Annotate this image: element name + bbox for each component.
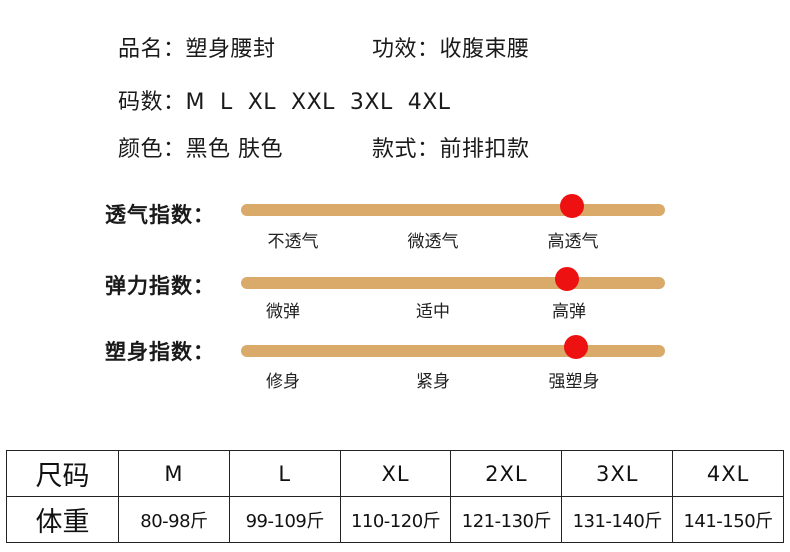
size-cell: 2XL	[450, 450, 563, 497]
elasticity-tick-mid: 适中	[416, 302, 450, 322]
elasticity-marker	[555, 267, 580, 291]
color-value: 黑色 肤色	[185, 137, 284, 162]
size-cell: XL	[339, 450, 452, 497]
product-name-value: 塑身腰封	[185, 37, 276, 62]
sizes-label: 码数：	[118, 90, 186, 115]
size-cell: 4XL	[672, 450, 784, 497]
breathability-tick-low: 不透气	[267, 232, 319, 252]
weight-cell: 141-150斤	[672, 496, 784, 543]
weight-cell: 99-109斤	[228, 496, 341, 543]
weight-header: 体重	[6, 496, 119, 543]
elasticity-track	[241, 277, 665, 289]
color-label: 颜色：	[118, 137, 186, 162]
elasticity-tick-low: 微弹	[266, 302, 300, 322]
shaping-label: 塑身指数：	[105, 340, 215, 364]
product-name-line: 品名：塑身腰封	[118, 31, 276, 63]
product-function-line: 功效：收腹束腰	[372, 31, 530, 63]
shaping-tick-low: 修身	[266, 372, 300, 392]
breathability-tick-mid: 微透气	[407, 232, 459, 252]
weight-row: 体重 80-98斤 99-109斤 110-120斤 121-130斤 131-…	[6, 496, 784, 543]
weight-cell: 131-140斤	[561, 496, 674, 543]
function-value: 收腹束腰	[439, 37, 530, 62]
size-cell: M	[118, 450, 230, 497]
weight-cell: 110-120斤	[339, 496, 452, 543]
style-value: 前排扣款	[439, 137, 530, 162]
product-name-label: 品名：	[118, 37, 186, 62]
weight-cell: 80-98斤	[118, 496, 230, 543]
shaping-tick-high: 强塑身	[548, 372, 600, 392]
size-chart-table: 尺码 M L XL 2XL 3XL 4XL 体重 80-98斤 99-109斤 …	[6, 450, 784, 543]
elasticity-tick-high: 高弹	[552, 302, 586, 322]
elasticity-label: 弹力指数：	[105, 274, 215, 298]
breathability-label: 透气指数：	[105, 203, 215, 227]
size-header: 尺码	[6, 450, 119, 497]
sizes-value: M L XL XXL 3XL 4XL	[185, 90, 451, 115]
weight-cell: 121-130斤	[450, 496, 563, 543]
shaping-tick-mid: 紧身	[416, 372, 450, 392]
size-row: 尺码 M L XL 2XL 3XL 4XL	[6, 450, 784, 497]
size-cell: L	[228, 450, 341, 497]
shaping-track	[241, 345, 665, 357]
product-sizes-line: 码数：M L XL XXL 3XL 4XL	[118, 84, 451, 116]
size-cell: 3XL	[561, 450, 674, 497]
breathability-tick-high: 高透气	[547, 232, 599, 252]
product-color-line: 颜色：黑色 肤色	[118, 131, 283, 163]
function-label: 功效：	[372, 37, 440, 62]
style-label: 款式：	[372, 137, 440, 162]
shaping-marker	[563, 335, 588, 359]
breathability-track	[241, 204, 665, 216]
breathability-marker	[559, 194, 584, 218]
product-style-line: 款式：前排扣款	[372, 131, 530, 163]
